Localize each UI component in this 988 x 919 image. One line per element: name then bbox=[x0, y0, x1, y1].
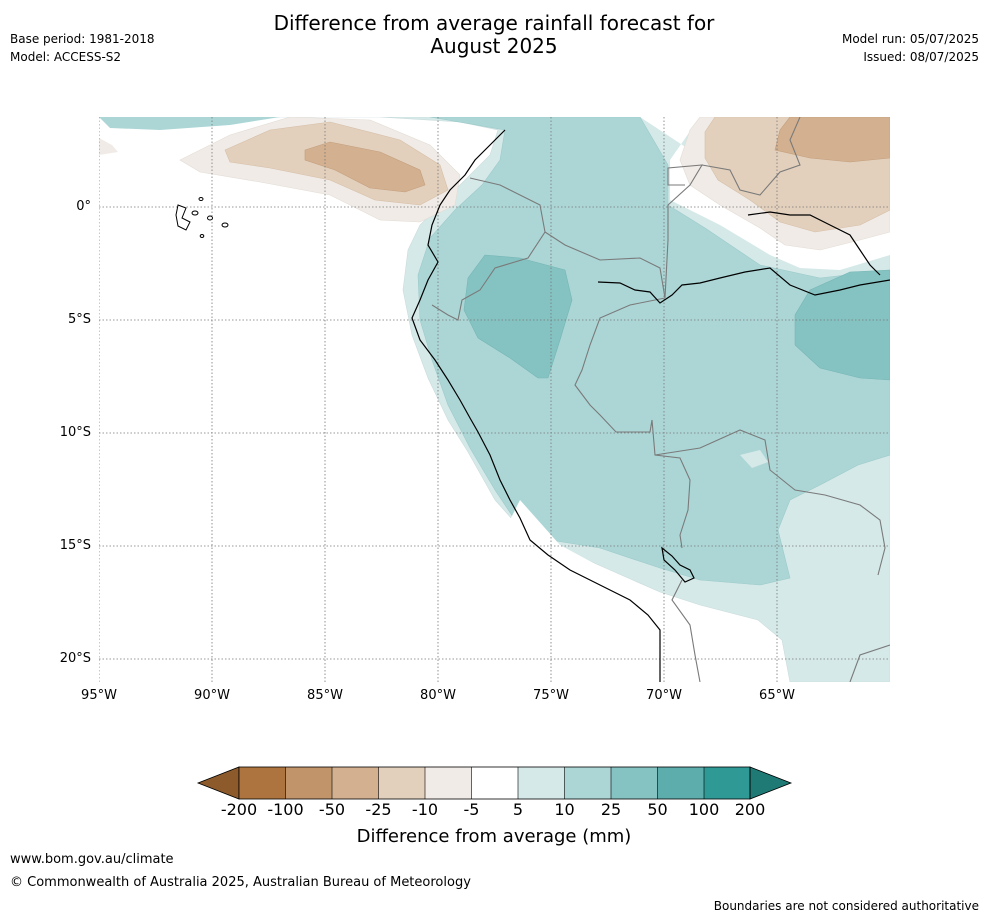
colorbar-tick-label: -100 bbox=[267, 800, 304, 819]
colorbar-tick-label: -10 bbox=[411, 800, 439, 819]
meta-right: Model run: 05/07/2025 Issued: 08/07/2025 bbox=[842, 30, 979, 66]
colorbar-segment bbox=[425, 767, 472, 799]
country-boundaries bbox=[431, 117, 890, 682]
anomaly-region-minus25-minus50-ocean bbox=[304, 141, 426, 193]
lat-label: 5°S bbox=[67, 312, 91, 327]
lon-label: 80°W bbox=[420, 688, 456, 703]
anomaly-region-white-south bbox=[500, 500, 700, 682]
colorbar-segment bbox=[564, 767, 611, 799]
gridlines bbox=[99, 117, 890, 682]
colorbar-tick-label: 10 bbox=[554, 800, 575, 819]
colorbar-low-extension bbox=[196, 766, 240, 800]
colorbar-segment bbox=[611, 767, 658, 799]
lake-titicaca bbox=[661, 546, 695, 583]
colorbar-segment bbox=[378, 767, 425, 799]
colorbar-segment bbox=[704, 767, 750, 799]
colorbar-tick-label: -5 bbox=[463, 800, 480, 819]
colorbar-segment bbox=[239, 767, 286, 799]
lat-label: 15°S bbox=[59, 538, 91, 553]
anomaly-region-25-50-east bbox=[794, 269, 890, 381]
anomaly-region-25-50-west bbox=[463, 254, 573, 379]
lon-label: 85°W bbox=[307, 688, 343, 703]
anomaly-region-minus5-minus10-west bbox=[99, 138, 118, 155]
caribbean-coastline bbox=[747, 211, 881, 276]
lat-label: 0° bbox=[76, 199, 91, 214]
lon-label: 65°W bbox=[759, 688, 795, 703]
model-text: Model: ACCESS-S2 bbox=[10, 50, 122, 64]
coastlines bbox=[411, 129, 890, 682]
lon-label: 90°W bbox=[194, 688, 230, 703]
colorbar-tick-label: -50 bbox=[318, 800, 346, 819]
colorbar-tick-label: 100 bbox=[688, 800, 720, 819]
meta-left: Base period: 1981-2018 Model: ACCESS-S2 bbox=[10, 30, 155, 66]
galapagos-islands bbox=[175, 197, 229, 238]
anomaly-region-5-10-inner bbox=[740, 450, 768, 468]
lon-label: 75°W bbox=[533, 688, 569, 703]
issued-text: Issued: 08/07/2025 bbox=[863, 50, 979, 64]
colorbar-segment bbox=[518, 767, 565, 799]
colorbar-tick-label: 50 bbox=[647, 800, 668, 819]
amazon-river-north-coast bbox=[597, 267, 890, 304]
map-title: Difference from average rainfall forecas… bbox=[0, 12, 988, 58]
anomaly-region-10-25-top-left bbox=[99, 117, 280, 130]
colorbar-tick-label: 5 bbox=[512, 800, 524, 819]
model-run-text: Model run: 05/07/2025 bbox=[841, 32, 979, 46]
colorbar-tick-label: 25 bbox=[600, 800, 622, 819]
lon-label: 95°W bbox=[81, 688, 117, 703]
colorbar-tick-label: 200 bbox=[734, 800, 766, 819]
colorbar-segment bbox=[332, 767, 379, 799]
lat-label: 10°S bbox=[59, 425, 91, 440]
colorbar-tick-label: -25 bbox=[365, 800, 392, 819]
colorbar-segment bbox=[285, 767, 332, 799]
colorbar bbox=[196, 766, 793, 800]
disclaimer-text: Boundaries are not considered authoritat… bbox=[713, 899, 979, 913]
pacific-coastline bbox=[411, 129, 661, 682]
lon-label: 70°W bbox=[646, 688, 682, 703]
colorbar-label: Difference from average (mm) bbox=[356, 826, 632, 847]
map-title-line2: August 2025 bbox=[430, 34, 558, 58]
map-plot-area bbox=[99, 117, 890, 682]
colorbar-high-extension bbox=[749, 766, 793, 800]
lat-label: 20°S bbox=[59, 651, 91, 666]
base-period-text: Base period: 1981-2018 bbox=[10, 32, 155, 46]
colorbar-tick-label: -200 bbox=[220, 800, 258, 819]
copyright-text: © Commonwealth of Australia 2025, Austra… bbox=[10, 875, 471, 890]
map-title-line1: Difference from average rainfall forecas… bbox=[273, 11, 715, 35]
source-url: www.bom.gov.au/climate bbox=[10, 852, 174, 867]
anomaly-region-minus25-minus50-ne bbox=[774, 117, 890, 163]
colorbar-segment bbox=[471, 767, 518, 799]
colorbar-segment bbox=[657, 767, 704, 799]
